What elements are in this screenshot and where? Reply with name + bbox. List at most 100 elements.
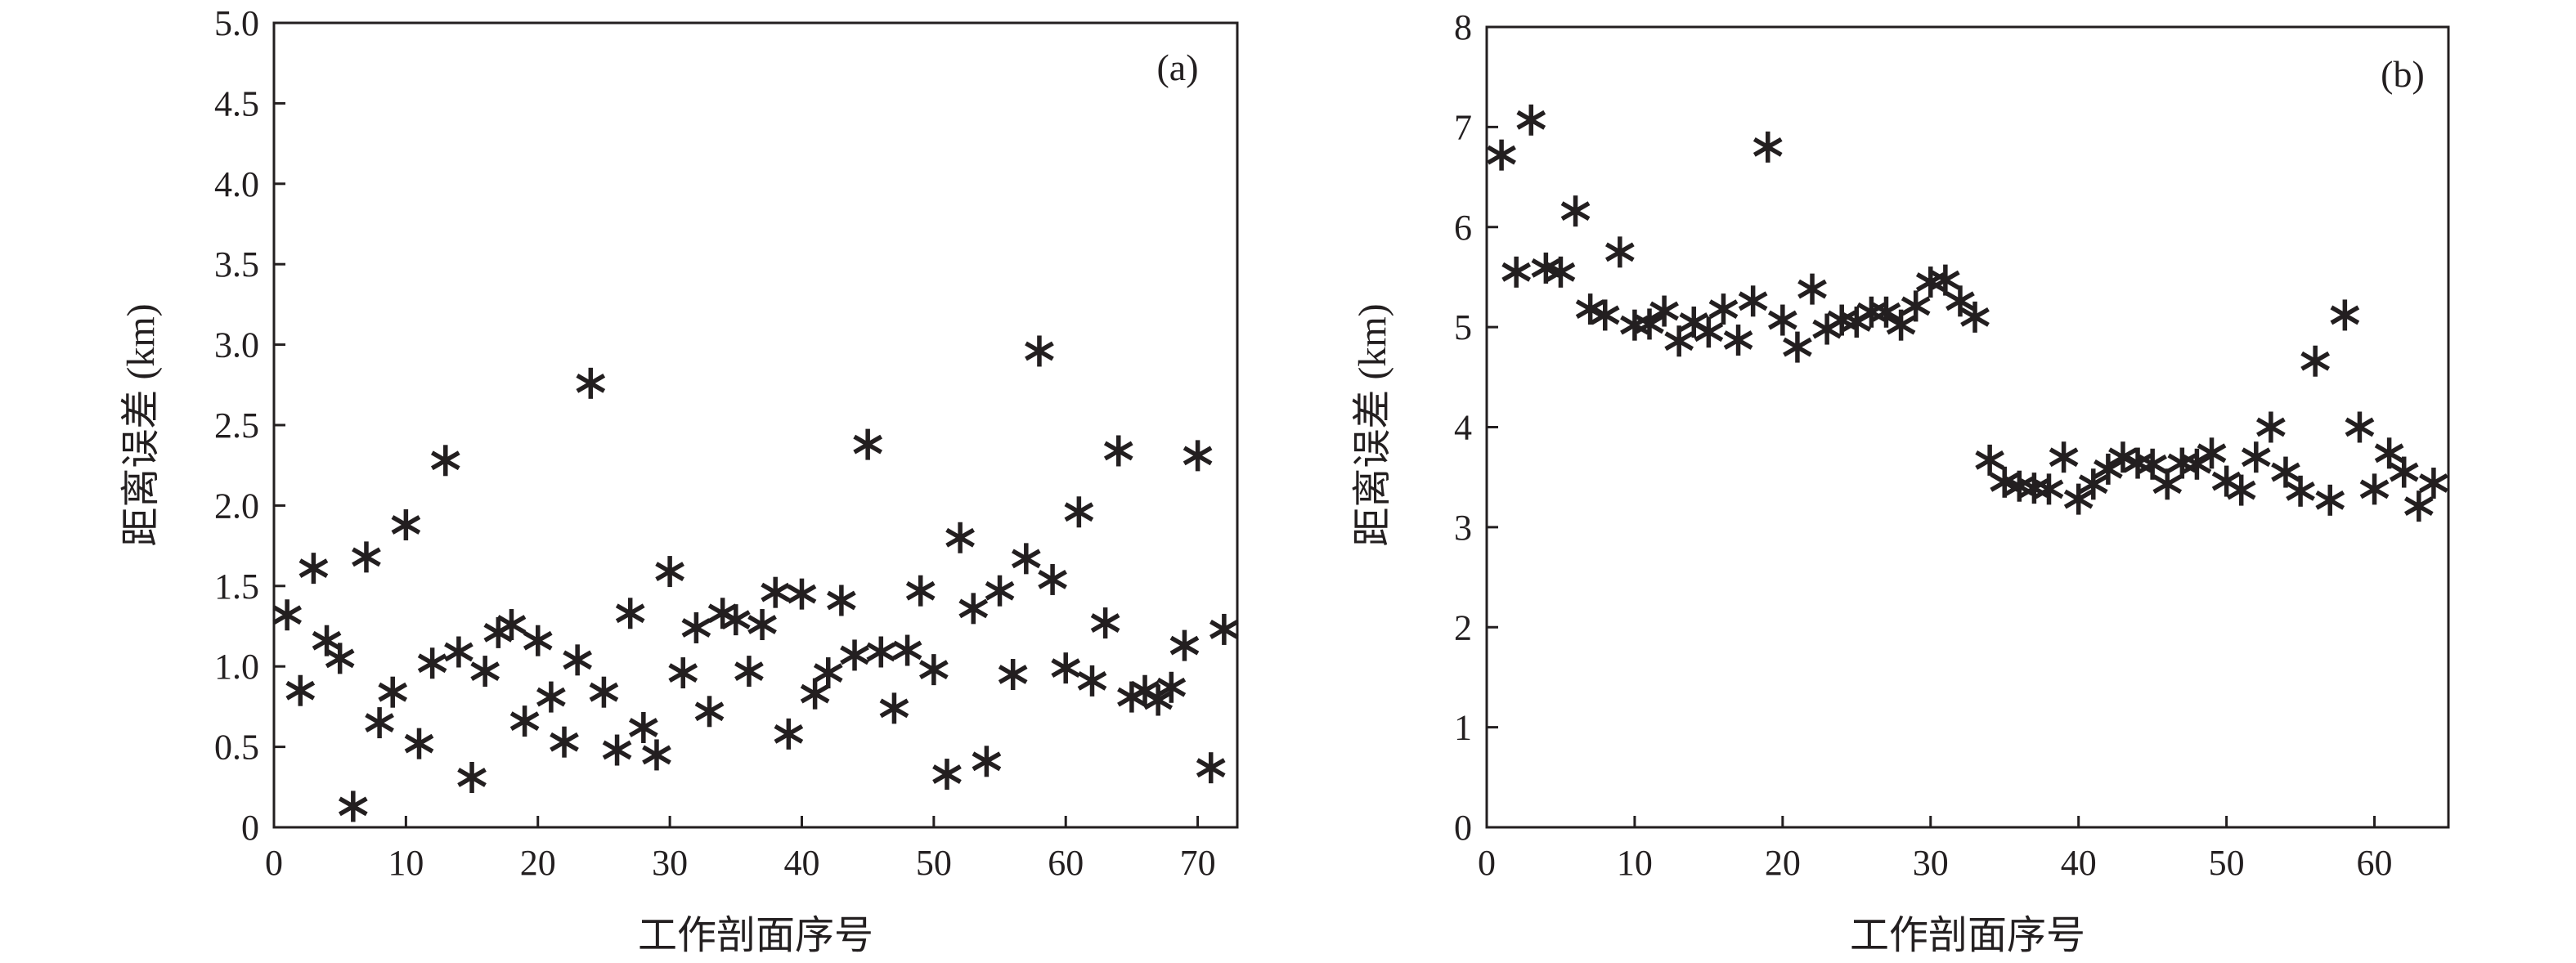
data-point — [272, 599, 302, 631]
y-tick-label: 3.0 — [214, 325, 259, 365]
data-point — [2078, 468, 2108, 500]
data-point — [813, 657, 843, 689]
data-point — [1768, 304, 1797, 336]
data-point — [2389, 456, 2419, 488]
data-point — [747, 609, 777, 641]
data-point — [1090, 607, 1120, 639]
panel-b: 0 1 2 3 4 5 6 7 8 0 10 20 30 40 50 60 (b) 工作剖面序号 距离误差 … — [1351, 7, 2450, 957]
y-axis-title: 距离误差 (km) — [1351, 303, 1394, 546]
data-point — [550, 726, 579, 758]
data-point — [668, 657, 698, 689]
data-point — [1664, 325, 1694, 357]
y-tick-label: 0 — [1454, 808, 1472, 848]
data-point — [470, 656, 500, 688]
data-point — [2152, 468, 2183, 500]
data-point — [1708, 293, 1739, 325]
y-tick-label: 1.0 — [214, 647, 259, 687]
data-point — [840, 639, 869, 671]
data-point — [1501, 256, 1532, 288]
data-point — [2403, 490, 2434, 522]
data-point — [1064, 496, 1094, 528]
data-point — [2315, 484, 2345, 516]
y-ticks: 0 0.5 1.0 1.5 2.0 2.5 3.0 3.5 4.0 4.5 5.0 — [214, 3, 285, 848]
data-point — [430, 445, 460, 477]
data-point — [892, 634, 922, 666]
data-point — [352, 541, 381, 573]
y-tick-label: 1 — [1454, 708, 1472, 748]
y-tick-label: 1.5 — [214, 567, 259, 607]
data-point — [1931, 264, 1960, 296]
data-point — [1038, 563, 1067, 595]
data-point — [1143, 684, 1174, 716]
x-tick-label: 70 — [1180, 843, 1216, 883]
data-point — [2330, 299, 2360, 331]
data-point — [1025, 335, 1054, 367]
data-point — [457, 761, 487, 793]
data-point — [1103, 435, 1133, 467]
data-point — [2241, 441, 2271, 473]
x-tick-label: 10 — [1617, 843, 1653, 883]
data-point — [2359, 473, 2390, 505]
x-tick-label: 0 — [1478, 843, 1496, 883]
y-tick-label: 2.0 — [214, 486, 259, 526]
data-point — [2063, 483, 2094, 515]
data-point — [1516, 104, 1546, 136]
data-point — [378, 676, 408, 708]
data-point — [720, 604, 751, 636]
data-point — [523, 625, 553, 656]
data-point — [2374, 437, 2404, 469]
data-point — [444, 636, 473, 668]
y-ticks: 0 1 2 3 4 5 6 7 8 — [1454, 7, 1498, 848]
y-tick-label: 5.0 — [214, 3, 259, 43]
data-point — [998, 659, 1028, 691]
data-point — [734, 656, 764, 688]
data-point — [945, 522, 975, 553]
y-tick-label: 5 — [1454, 307, 1472, 347]
data-point — [576, 367, 606, 399]
panel-label: (a) — [1156, 47, 1198, 88]
data-point — [2286, 475, 2315, 507]
data-point — [958, 593, 989, 625]
x-ticks: 0 10 20 30 40 50 60 70 — [265, 816, 1216, 883]
data-point — [2049, 441, 2079, 473]
x-tick-label: 40 — [783, 843, 819, 883]
data-points — [1487, 104, 2448, 522]
data-point — [2034, 473, 2064, 505]
data-point — [2419, 468, 2448, 499]
data-point — [1546, 256, 1576, 288]
data-point — [338, 791, 368, 822]
data-point — [1738, 285, 1768, 317]
data-point — [404, 728, 434, 759]
data-point — [2256, 411, 2286, 443]
x-tick-label: 30 — [1913, 843, 1949, 883]
y-tick-label: 2 — [1454, 607, 1472, 647]
data-point — [1723, 325, 1753, 356]
data-point — [800, 678, 830, 710]
data-point — [1783, 331, 1812, 363]
data-point — [589, 676, 619, 708]
data-point — [879, 692, 909, 724]
data-point — [2271, 456, 2300, 488]
data-point — [417, 647, 447, 679]
data-point — [391, 509, 421, 541]
data-point — [1694, 316, 1724, 348]
x-tick-label: 0 — [265, 843, 283, 883]
data-point — [602, 734, 632, 766]
y-tick-label: 4.5 — [214, 83, 259, 123]
y-tick-label: 0 — [241, 808, 259, 848]
data-point — [972, 746, 1002, 777]
data-point — [761, 576, 791, 608]
data-point — [2226, 474, 2256, 506]
y-axis-title: 距离误差 (km) — [119, 303, 163, 546]
data-point — [509, 705, 540, 737]
x-axis-title: 工作剖面序号 — [638, 914, 873, 957]
data-point — [1901, 290, 1931, 322]
data-point — [932, 759, 962, 791]
data-point — [1871, 296, 1901, 328]
data-point — [681, 611, 711, 643]
data-point — [905, 575, 936, 607]
data-point — [985, 575, 1015, 607]
data-point — [1752, 131, 1783, 163]
y-tick-label: 8 — [1454, 7, 1472, 47]
